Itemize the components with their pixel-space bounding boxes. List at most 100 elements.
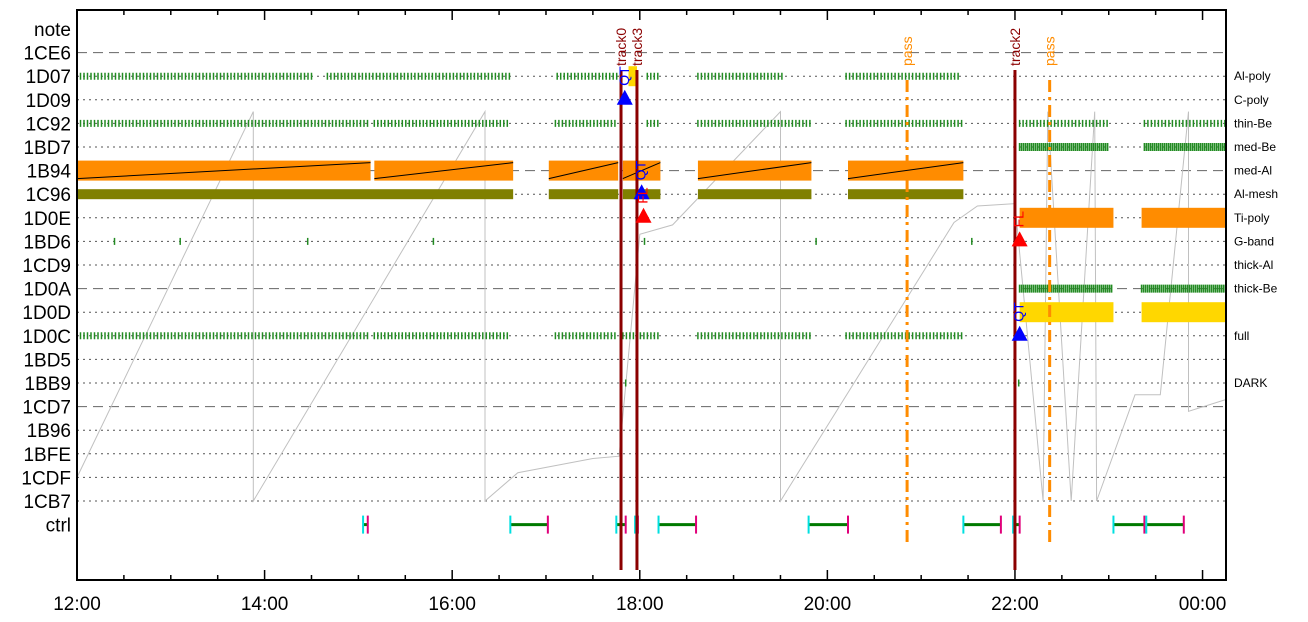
row-right-label: G-band <box>1234 234 1274 248</box>
y-tick-label: 1D0C <box>22 327 71 348</box>
marker-label: track3 <box>629 28 645 66</box>
segment-bar <box>848 189 964 200</box>
segment-bar <box>1019 207 1114 228</box>
row-segments <box>76 66 1227 387</box>
segment-ticks <box>554 119 616 127</box>
segment-ticks <box>76 72 313 80</box>
segment-ticks <box>697 332 811 340</box>
row-right-label: thick-Be <box>1234 282 1278 296</box>
y-tick-label: 1CD7 <box>22 398 71 419</box>
segment-ticks <box>1140 284 1227 293</box>
segment-ticks <box>622 332 659 340</box>
segment-diagonal <box>697 162 812 180</box>
segment-bar <box>77 189 514 200</box>
x-tick-label: 14:00 <box>241 594 289 615</box>
segment-ticks <box>373 332 509 340</box>
y-tick-label: 1C92 <box>26 114 71 135</box>
marker-label: pass <box>899 36 915 66</box>
segment-bar <box>697 189 812 200</box>
segment-bar <box>548 189 619 200</box>
event-label: FL <box>635 187 651 204</box>
segment-ticks <box>1018 119 1108 127</box>
segment-diagonal <box>548 162 619 180</box>
segment-ticks <box>554 332 616 340</box>
event-label: QT <box>616 66 632 86</box>
y-tick-label: 1C96 <box>26 185 71 206</box>
marker-label: track0 <box>613 28 629 66</box>
segment-ticks <box>1018 143 1109 151</box>
event-label: QT <box>1011 302 1027 322</box>
row-right-label: Ti-poly <box>1234 211 1270 225</box>
segment-diagonal <box>622 162 661 180</box>
plot-frame <box>76 9 1227 581</box>
segment-ticks <box>1018 284 1113 293</box>
y-tick-label: 1BD7 <box>23 138 71 159</box>
event-triangle <box>1011 325 1028 341</box>
event-triangle <box>616 89 633 105</box>
row-right-label: med-Al <box>1234 164 1272 178</box>
y-tick-label: 1BB9 <box>25 374 71 395</box>
row-right-label: full <box>1234 329 1249 343</box>
y-tick-label: 1CDF <box>21 468 71 489</box>
time-markers: track0 track3 track2 pass pass <box>613 28 1058 570</box>
segment-ticks <box>697 119 811 127</box>
event-label: QT <box>633 160 649 180</box>
segment-ticks <box>373 119 509 127</box>
y-tick-label: 1B94 <box>27 162 72 183</box>
x-tick-label: 16:00 <box>428 594 476 615</box>
y-tick-label: 1D0E <box>23 209 71 230</box>
y-tick-label: 1D09 <box>26 91 71 112</box>
y-tick-label: 1BFE <box>23 445 71 466</box>
x-tick-label: 20:00 <box>804 594 852 615</box>
y-tick-label: note <box>34 20 71 41</box>
event-triangle <box>1011 231 1028 247</box>
event-triangle <box>635 207 652 223</box>
row-right-label: DARK <box>1234 376 1267 390</box>
segment-ticks <box>845 119 963 127</box>
y-tick-label: 1B96 <box>27 421 71 442</box>
sawtooth-trace <box>76 109 1227 503</box>
y-tick-label: 1CD9 <box>22 256 71 277</box>
segment-diagonal <box>374 162 514 180</box>
segment-ticks <box>697 72 783 80</box>
y-tick-label: 1D0D <box>22 303 71 324</box>
x-tick-label: 12:00 <box>53 594 101 615</box>
segment-ticks <box>556 72 618 80</box>
y-tick-label: 1D07 <box>26 67 71 88</box>
y-tick-label: 1CE6 <box>23 44 71 65</box>
segment-ticks <box>845 332 963 340</box>
event-triangle <box>633 184 650 200</box>
segment-bar <box>628 66 637 87</box>
segment-ticks <box>845 72 959 80</box>
y-tick-label: 1D0A <box>23 280 71 301</box>
segment-bar <box>1019 302 1114 323</box>
segment-diagonal <box>76 162 371 180</box>
segment-ticks <box>1143 119 1226 127</box>
segment-ticks <box>646 119 659 127</box>
row-right-label: Al-mesh <box>1234 187 1278 201</box>
segment-ticks <box>326 72 511 80</box>
segment-bar <box>1141 302 1226 323</box>
x-tick-label: 00:00 <box>1179 594 1227 615</box>
event-markers: QT QT FL FL QT <box>616 66 1028 341</box>
x-tick-label: 22:00 <box>991 594 1039 615</box>
row-right-label: thin-Be <box>1234 116 1272 130</box>
sawtooth-line <box>76 109 1227 503</box>
row-right-label: C-poly <box>1234 93 1269 107</box>
segment-bar <box>1141 207 1226 228</box>
x-tick-label: 18:00 <box>616 594 664 615</box>
row-right-label: Al-poly <box>1234 69 1271 83</box>
segment-diagonal <box>847 162 964 180</box>
segment-ticks <box>1143 143 1226 151</box>
y-tick-label: 1BD5 <box>23 350 71 371</box>
y-tick-label: 1CB7 <box>23 492 71 513</box>
y-tick-label: ctrl <box>46 516 71 537</box>
marker-label: pass <box>1042 36 1058 66</box>
y-tick-label: 1BD6 <box>23 232 71 253</box>
segment-ticks <box>646 72 659 80</box>
row-right-label: thick-Al <box>1234 258 1273 272</box>
row-right-label: med-Be <box>1234 140 1276 154</box>
marker-label: track2 <box>1007 28 1023 66</box>
